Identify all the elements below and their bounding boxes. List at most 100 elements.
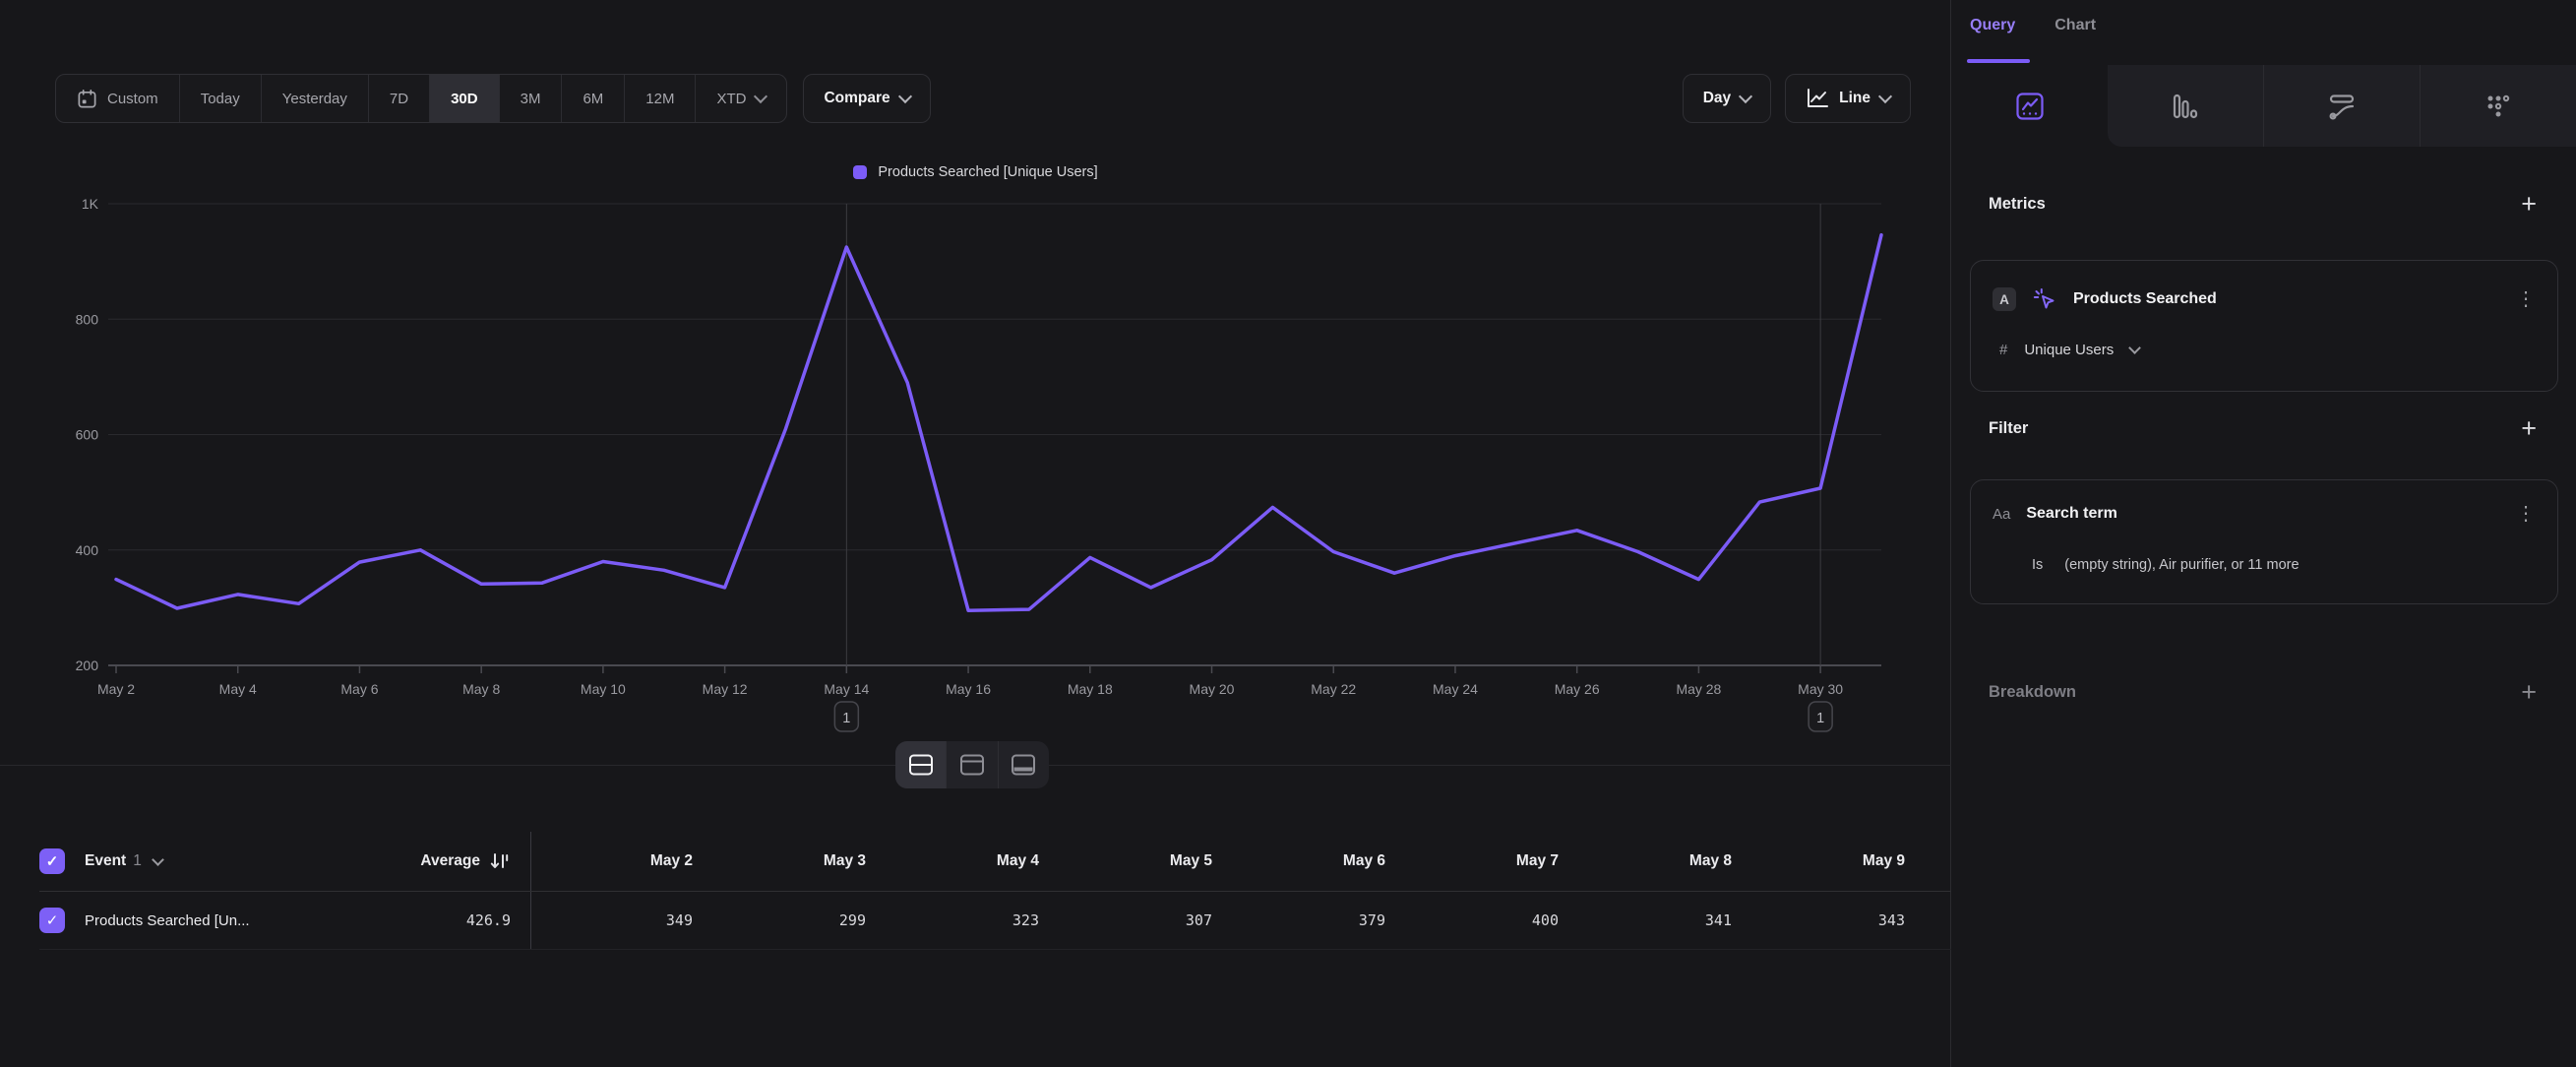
layout-chart-only-button[interactable] xyxy=(946,741,997,788)
chart-type-tabs-inactive xyxy=(2108,65,2576,147)
column-header: May 2 xyxy=(531,852,705,870)
metrics-section-header: Metrics + xyxy=(1989,189,2537,219)
date-range-today[interactable]: Today xyxy=(180,75,262,122)
cell-value: 299 xyxy=(705,911,878,929)
flow-chart-icon xyxy=(2328,93,2356,120)
series-badge: A xyxy=(1993,287,2016,311)
metric-name[interactable]: Products Searched xyxy=(2073,290,2217,308)
select-all-checkbox[interactable]: ✓ xyxy=(39,848,65,874)
svg-text:May 24: May 24 xyxy=(1433,681,1478,697)
split-view-icon xyxy=(908,753,934,777)
svg-text:May 2: May 2 xyxy=(97,681,135,697)
kebab-menu-icon[interactable]: ⋮ xyxy=(2516,504,2536,524)
svg-text:May 28: May 28 xyxy=(1676,681,1721,697)
cell-value: 379 xyxy=(1224,911,1397,929)
column-header: May 6 xyxy=(1224,852,1397,870)
main-area: Custom Today Yesterday 7D 30D 3M 6M 12M … xyxy=(0,0,1951,1067)
table-row-left: ✓ Products Searched [Un... 426.9 xyxy=(39,892,530,949)
hash-icon: # xyxy=(1999,342,2007,358)
event-header-label[interactable]: Event xyxy=(85,852,126,870)
svg-text:May 4: May 4 xyxy=(219,681,257,697)
row-checkbox[interactable]: ✓ xyxy=(39,908,65,933)
metric-card-row: A Products Searched ⋮ xyxy=(1993,286,2536,312)
svg-text:May 10: May 10 xyxy=(581,681,626,697)
layout-split-button[interactable] xyxy=(895,741,946,788)
granularity-button[interactable]: Day xyxy=(1683,74,1771,123)
filter-condition-row[interactable]: Is (empty string), Air purifier, or 11 m… xyxy=(1993,557,2536,573)
toolbar: Custom Today Yesterday 7D 30D 3M 6M 12M … xyxy=(55,74,1911,123)
cell-value: 349 xyxy=(531,911,705,929)
svg-text:800: 800 xyxy=(76,311,99,327)
chart-type-flow-tab[interactable] xyxy=(2263,65,2420,147)
annotation-badge[interactable]: 1 xyxy=(834,702,858,731)
filter-property-name[interactable]: Search term xyxy=(2026,505,2117,523)
add-filter-button[interactable]: + xyxy=(2521,418,2537,438)
svg-text:May 12: May 12 xyxy=(703,681,748,697)
date-range-30d[interactable]: 30D xyxy=(430,75,500,122)
chevron-down-icon xyxy=(754,90,767,103)
annotation-badge[interactable]: 1 xyxy=(1809,702,1832,731)
filter-card: Aa Search term ⋮ Is (empty string), Air … xyxy=(1970,479,2558,604)
row-event-name: Products Searched [Un... xyxy=(85,912,250,929)
column-header: May 5 xyxy=(1051,852,1224,870)
svg-text:May 18: May 18 xyxy=(1068,681,1113,697)
chevron-down-icon xyxy=(898,90,912,103)
date-range-7d[interactable]: 7D xyxy=(369,75,430,122)
chart-type-bar-tab[interactable] xyxy=(2108,65,2263,147)
table-header-left: ✓ Event 1 Average xyxy=(39,832,530,891)
chart-type-line-tab[interactable] xyxy=(1952,65,2108,147)
chevron-down-icon xyxy=(2128,342,2141,354)
svg-text:May 16: May 16 xyxy=(946,681,991,697)
dots-grid-icon xyxy=(2484,93,2512,120)
data-table: ✓ Event 1 Average May 2 May 3 M xyxy=(39,832,1951,950)
date-range-12m[interactable]: 12M xyxy=(625,75,696,122)
tab-chart[interactable]: Chart xyxy=(2055,17,2096,34)
average-header[interactable]: Average xyxy=(420,851,511,871)
filter-title: Filter xyxy=(1989,419,2028,438)
add-metric-button[interactable]: + xyxy=(2521,194,2537,214)
svg-text:200: 200 xyxy=(76,658,99,673)
date-range-6m[interactable]: 6M xyxy=(562,75,625,122)
aggregation-selector[interactable]: Unique Users xyxy=(2024,342,2114,358)
filter-card-row: Aa Search term ⋮ xyxy=(1993,504,2536,524)
table-row[interactable]: ✓ Products Searched [Un... 426.9 349 299… xyxy=(39,892,1951,950)
svg-text:May 8: May 8 xyxy=(462,681,500,697)
legend-chip xyxy=(853,165,867,179)
filter-section-header: Filter + xyxy=(1989,413,2537,443)
svg-text:1: 1 xyxy=(842,711,850,726)
column-header: May 3 xyxy=(705,852,878,870)
app-root: Custom Today Yesterday 7D 30D 3M 6M 12M … xyxy=(0,0,2576,1067)
chart-legend[interactable]: Products Searched [Unique Users] xyxy=(0,164,1951,180)
metric-card: A Products Searched ⋮ # Unique Users xyxy=(1970,260,2558,392)
cell-value: 343 xyxy=(1744,911,1917,929)
table-row-values: 349 299 323 307 379 400 341 343 xyxy=(530,892,1951,949)
compare-button[interactable]: Compare xyxy=(803,74,930,123)
top-panel-icon xyxy=(959,753,985,777)
sort-descending-icon xyxy=(489,851,511,871)
date-range-yesterday[interactable]: Yesterday xyxy=(262,75,369,122)
metrics-title: Metrics xyxy=(1989,195,2046,214)
event-count: 1 xyxy=(133,852,142,870)
event-pointer-icon xyxy=(2032,286,2057,312)
tab-query[interactable]: Query xyxy=(1970,17,2015,34)
row-average-value: 426.9 xyxy=(466,911,511,929)
line-chart[interactable]: 1K800600400200May 2May 4May 6May 8May 10… xyxy=(0,187,1951,758)
date-range-control: Custom Today Yesterday 7D 30D 3M 6M 12M … xyxy=(55,74,787,123)
legend-label: Products Searched [Unique Users] xyxy=(878,164,1097,180)
svg-text:1K: 1K xyxy=(82,196,99,212)
chart-type-grid-tab[interactable] xyxy=(2420,65,2576,147)
active-tab-underline xyxy=(1967,59,2030,63)
chevron-down-icon[interactable] xyxy=(152,853,164,866)
layout-table-only-button[interactable] xyxy=(998,741,1049,788)
cell-value: 400 xyxy=(1397,911,1570,929)
date-range-3m[interactable]: 3M xyxy=(500,75,563,122)
date-range-custom[interactable]: Custom xyxy=(56,75,180,122)
date-range-xtd[interactable]: XTD xyxy=(696,75,786,122)
line-chart-icon xyxy=(1806,88,1829,109)
add-breakdown-button[interactable]: + xyxy=(2521,682,2537,702)
kebab-menu-icon[interactable]: ⋮ xyxy=(2516,289,2536,309)
table-date-headers: May 2 May 3 May 4 May 5 May 6 May 7 May … xyxy=(530,832,1951,891)
calendar-icon xyxy=(77,89,97,109)
chart-type-button[interactable]: Line xyxy=(1785,74,1911,123)
svg-text:May 14: May 14 xyxy=(824,681,869,697)
